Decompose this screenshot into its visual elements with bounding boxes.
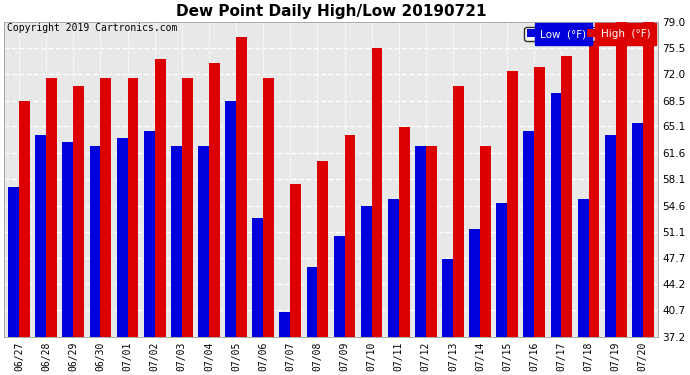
- Bar: [334, 236, 344, 337]
- Bar: [442, 259, 453, 337]
- Bar: [19, 101, 30, 337]
- Bar: [426, 146, 437, 337]
- Bar: [181, 78, 193, 337]
- Bar: [198, 146, 209, 337]
- Bar: [279, 312, 290, 337]
- Bar: [90, 146, 101, 337]
- Bar: [290, 184, 301, 337]
- Bar: [236, 37, 247, 337]
- Bar: [578, 199, 589, 337]
- Bar: [589, 33, 600, 337]
- Bar: [46, 78, 57, 337]
- Bar: [551, 93, 562, 337]
- Bar: [8, 188, 19, 337]
- Bar: [469, 229, 480, 337]
- Bar: [372, 48, 382, 337]
- Bar: [344, 135, 355, 337]
- Bar: [399, 127, 410, 337]
- Bar: [605, 135, 615, 337]
- Bar: [63, 142, 73, 337]
- Bar: [507, 70, 518, 337]
- Bar: [562, 56, 572, 337]
- Bar: [155, 59, 166, 337]
- Bar: [496, 202, 507, 337]
- Bar: [101, 78, 111, 337]
- Bar: [415, 146, 426, 337]
- Bar: [225, 101, 236, 337]
- Bar: [388, 199, 399, 337]
- Bar: [73, 86, 84, 337]
- Bar: [171, 146, 181, 337]
- Bar: [35, 135, 46, 337]
- Bar: [144, 131, 155, 337]
- Title: Dew Point Daily High/Low 20190721: Dew Point Daily High/Low 20190721: [176, 4, 486, 19]
- Bar: [534, 67, 545, 337]
- Bar: [306, 267, 317, 337]
- Bar: [253, 217, 263, 337]
- Bar: [632, 123, 643, 337]
- Bar: [117, 138, 128, 337]
- Bar: [128, 78, 139, 337]
- Bar: [480, 146, 491, 337]
- Legend: Low  (°F), High  (°F): Low (°F), High (°F): [524, 27, 653, 41]
- Bar: [209, 63, 219, 337]
- Bar: [615, 22, 627, 337]
- Bar: [524, 131, 534, 337]
- Bar: [263, 78, 274, 337]
- Text: Copyright 2019 Cartronics.com: Copyright 2019 Cartronics.com: [8, 23, 178, 33]
- Bar: [453, 86, 464, 337]
- Bar: [643, 22, 653, 337]
- Bar: [317, 161, 328, 337]
- Bar: [361, 206, 372, 337]
